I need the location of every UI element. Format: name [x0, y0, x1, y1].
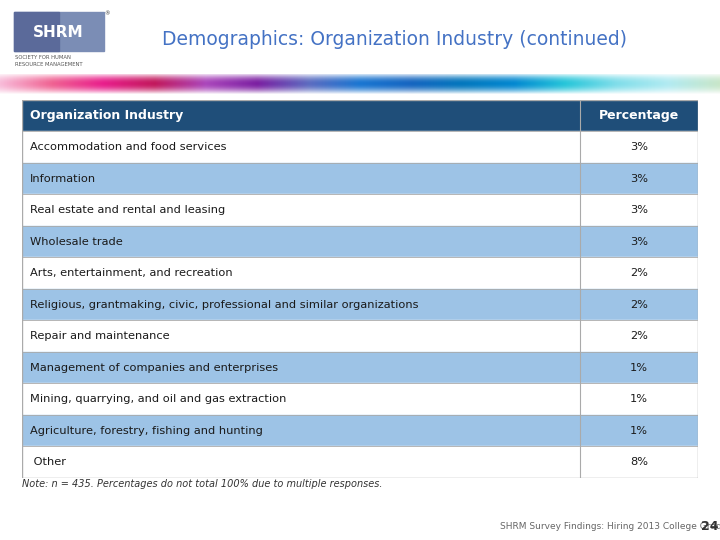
- Text: ®: ®: [104, 11, 110, 16]
- Text: Repair and maintenance: Repair and maintenance: [30, 331, 169, 341]
- Bar: [22, 352, 698, 383]
- Text: Agriculture, forestry, fishing and hunting: Agriculture, forestry, fishing and hunti…: [30, 426, 263, 436]
- Text: SHRM: SHRM: [32, 25, 83, 39]
- Text: Other: Other: [30, 457, 66, 467]
- Text: Mining, quarrying, and oil and gas extraction: Mining, quarrying, and oil and gas extra…: [30, 394, 286, 404]
- Bar: [22, 163, 698, 194]
- Text: 3%: 3%: [630, 142, 648, 152]
- Text: Percentage: Percentage: [599, 109, 679, 122]
- Bar: [22, 226, 698, 258]
- Text: Religious, grantmaking, civic, professional and similar organizations: Religious, grantmaking, civic, professio…: [30, 300, 418, 309]
- Text: Real estate and rental and leasing: Real estate and rental and leasing: [30, 205, 225, 215]
- Text: 3%: 3%: [630, 205, 648, 215]
- Text: Note: n = 435. Percentages do not total 100% due to multiple responses.: Note: n = 435. Percentages do not total …: [22, 479, 382, 489]
- Text: 24: 24: [701, 520, 719, 533]
- Text: Wholesale trade: Wholesale trade: [30, 237, 122, 247]
- Bar: [22, 415, 698, 447]
- Text: Management of companies and enterprises: Management of companies and enterprises: [30, 363, 278, 373]
- Text: 3%: 3%: [630, 237, 648, 247]
- Text: 8%: 8%: [630, 457, 648, 467]
- Text: 1%: 1%: [630, 363, 648, 373]
- Bar: [22, 447, 698, 478]
- Text: RESOURCE MANAGEMENT: RESOURCE MANAGEMENT: [15, 62, 83, 66]
- Bar: [22, 100, 698, 131]
- Text: Organization Industry: Organization Industry: [30, 109, 183, 122]
- Text: 2%: 2%: [630, 300, 648, 309]
- Bar: [22, 194, 698, 226]
- Text: 1%: 1%: [630, 426, 648, 436]
- Bar: [22, 320, 698, 352]
- Text: SOCIETY FOR HUMAN: SOCIETY FOR HUMAN: [15, 55, 71, 59]
- Text: 1%: 1%: [630, 394, 648, 404]
- Bar: [22, 258, 698, 289]
- Text: Demographics: Organization Industry (continued): Demographics: Organization Industry (con…: [163, 30, 627, 49]
- Bar: [22, 383, 698, 415]
- Text: 2%: 2%: [630, 268, 648, 278]
- Text: Arts, entertainment, and recreation: Arts, entertainment, and recreation: [30, 268, 233, 278]
- Text: Information: Information: [30, 174, 96, 184]
- Bar: [22, 289, 698, 320]
- Text: Accommodation and food services: Accommodation and food services: [30, 142, 226, 152]
- Bar: [14, 12, 104, 51]
- Text: 3%: 3%: [630, 174, 648, 184]
- Bar: [22, 131, 698, 163]
- Text: 2%: 2%: [630, 331, 648, 341]
- Bar: [14, 12, 59, 51]
- Text: SHRM Survey Findings: Hiring 2013 College Graduates  ©SHRM 2013: SHRM Survey Findings: Hiring 2013 Colleg…: [500, 522, 720, 531]
